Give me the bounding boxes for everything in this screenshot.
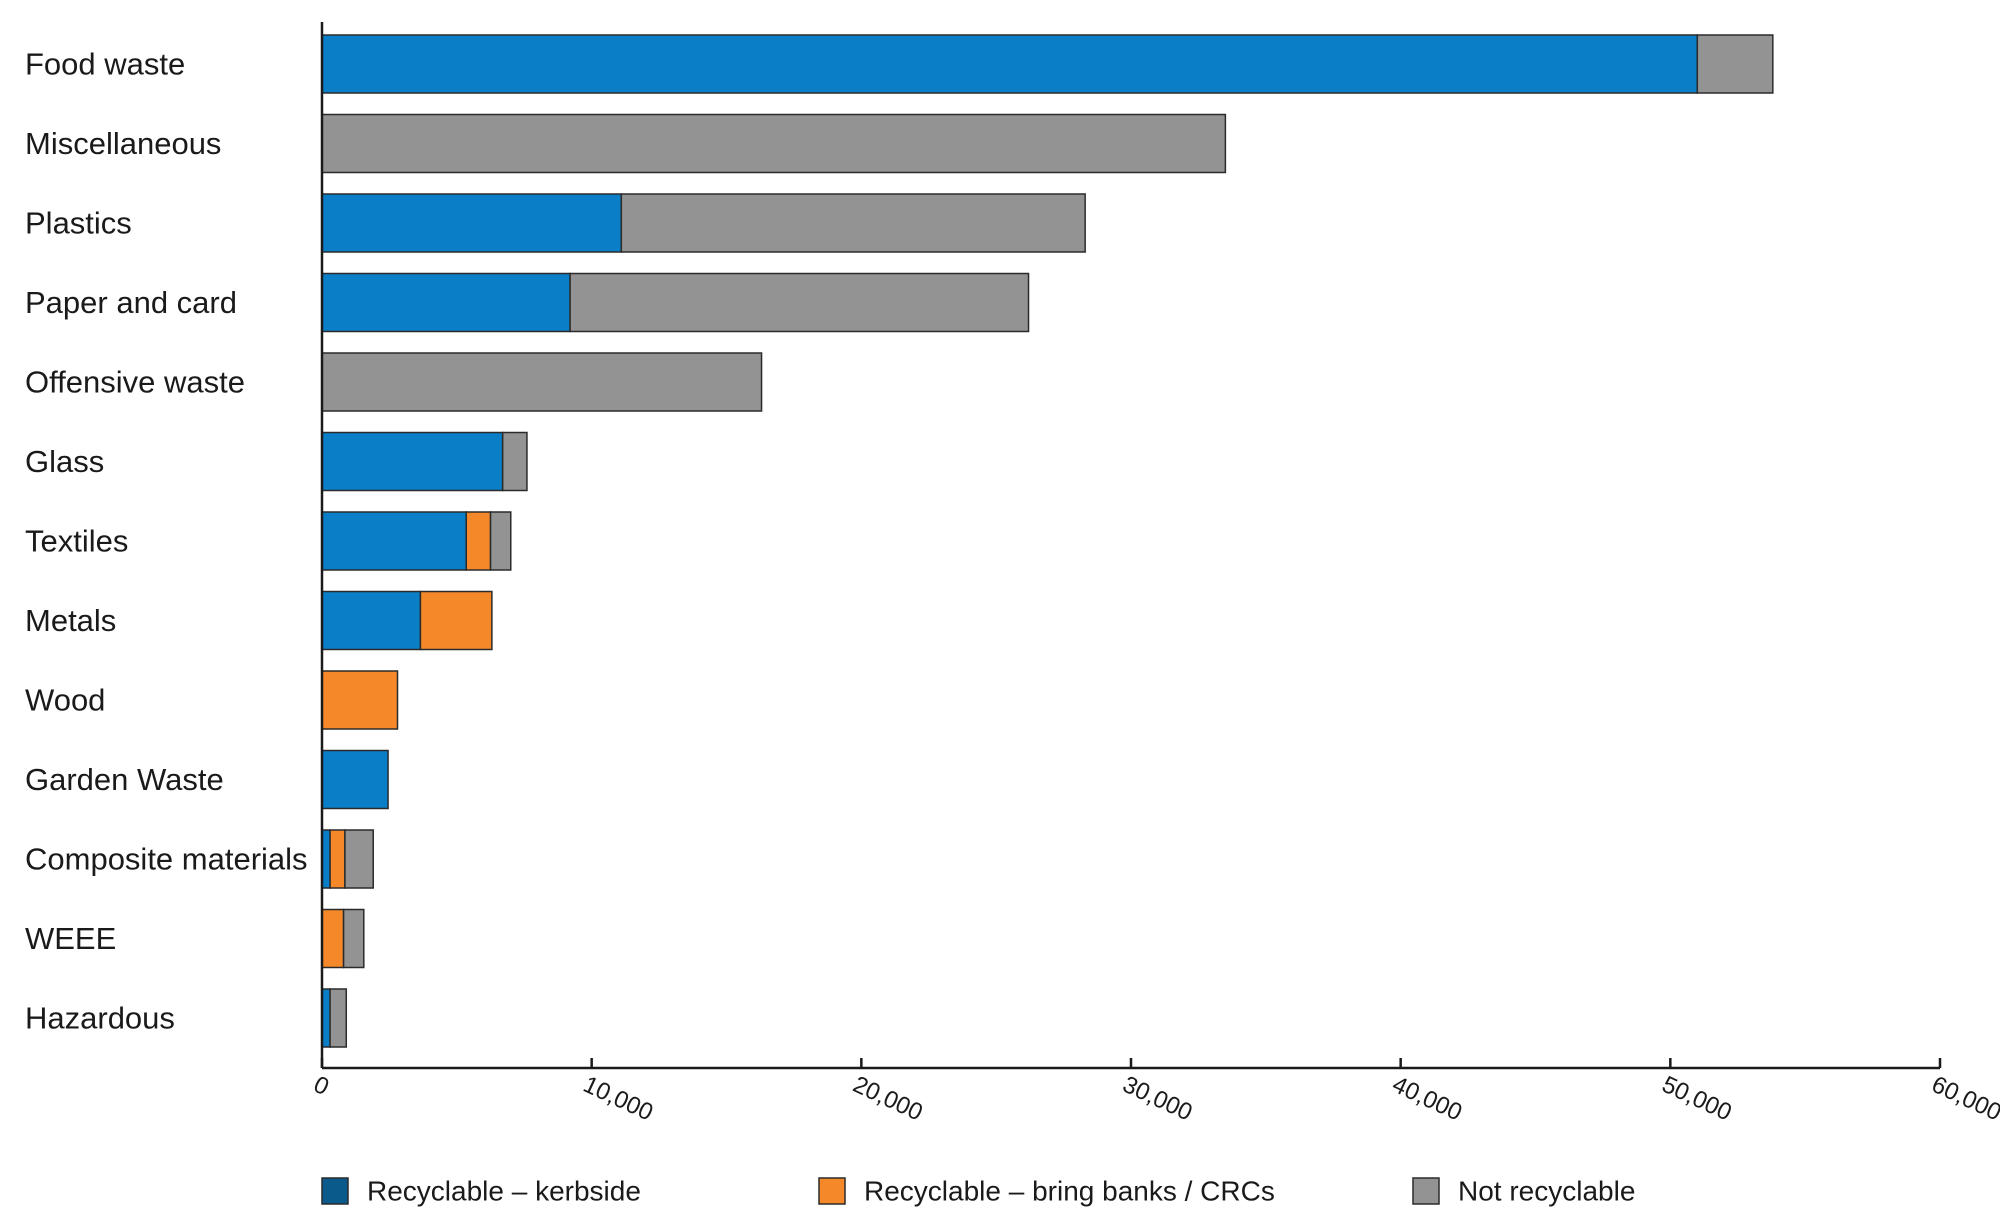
category-label: Wood: [25, 683, 105, 718]
axes: [320, 22, 1940, 1070]
bar-segment-1: [321, 193, 623, 253]
bar-segment-3: [489, 511, 512, 571]
bar-segment-2: [321, 670, 399, 730]
category-label: Hazardous: [25, 1001, 175, 1036]
bar-segment-1: [321, 511, 468, 571]
category-label: WEEE: [25, 921, 116, 956]
bar-segment-1: [321, 590, 422, 651]
legend-swatch: [1412, 1177, 1440, 1205]
category-label: Miscellaneous: [25, 126, 221, 161]
bar-segment-3: [321, 113, 1227, 174]
bar-segment-2: [321, 908, 345, 969]
bar-segment-2: [419, 590, 493, 651]
bar-segment-3: [342, 908, 365, 969]
bar-segment-3: [344, 829, 374, 889]
category-label: Glass: [25, 444, 104, 479]
bars-layer: [321, 34, 1774, 1048]
legend-swatch: [321, 1177, 349, 1205]
category-label: Metals: [25, 603, 116, 638]
x-tick-label: 30,000: [1118, 1071, 1196, 1126]
bar-segment-1: [321, 749, 389, 810]
bar-segment-3: [501, 431, 528, 492]
category-label: Paper and card: [25, 285, 237, 320]
legend-label: Recyclable – kerbside: [367, 1176, 641, 1207]
category-labels: Food waste Miscellaneous Plastics Paper and…: [25, 47, 308, 1036]
bar-segment-3: [321, 352, 763, 412]
bar-segment-3: [1696, 34, 1774, 94]
bar-segment-2: [465, 511, 492, 571]
legend-label: Not recyclable: [1458, 1176, 1635, 1207]
category-label: Garden Waste: [25, 762, 224, 797]
x-tick-label: 40,000: [1388, 1071, 1466, 1126]
bar-segment-1: [321, 272, 571, 333]
category-label: Food waste: [25, 47, 185, 82]
x-tick-label: 60,000: [1927, 1071, 2000, 1126]
legend-label: Recyclable – bring banks / CRCs: [864, 1176, 1275, 1207]
category-label: Plastics: [25, 206, 132, 241]
bar-segment-1: [321, 431, 504, 492]
bar-segment-3: [569, 272, 1030, 333]
bar-segment-2: [329, 829, 346, 889]
category-label: Textiles: [25, 524, 128, 559]
category-label: Offensive waste: [25, 365, 245, 400]
category-label: Composite materials: [25, 842, 308, 877]
x-tick-label: 20,000: [849, 1071, 927, 1126]
legend: Recyclable – kerbside Recyclable – bring …: [321, 1176, 1635, 1207]
bar-segment-3: [620, 193, 1086, 253]
bar-segment-1: [321, 34, 1699, 94]
x-tick-label: 10,000: [579, 1071, 657, 1126]
x-tick-label: 0: [309, 1071, 333, 1101]
bar-segment-3: [329, 988, 348, 1048]
x-tick-label: 50,000: [1658, 1071, 1736, 1126]
legend-swatch: [818, 1177, 846, 1205]
